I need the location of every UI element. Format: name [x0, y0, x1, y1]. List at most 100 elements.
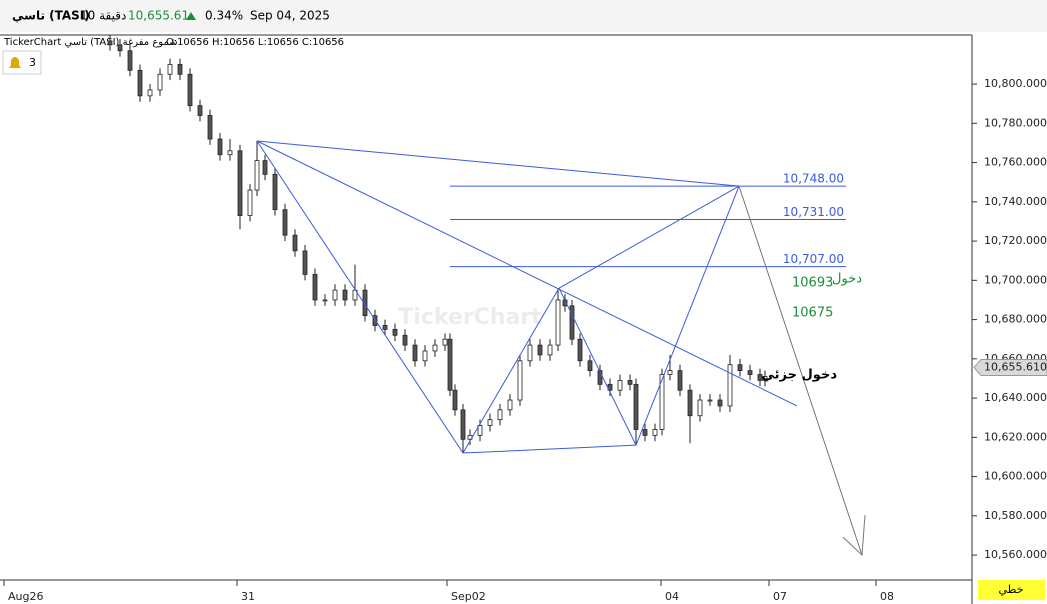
candle-body — [677, 370, 683, 391]
y-tick-label: 10,800.0000 — [984, 77, 1047, 90]
candle-body — [342, 289, 348, 301]
y-tick-label: 10,740.0000 — [984, 195, 1047, 208]
date: Sep 04, 2025 — [250, 9, 330, 23]
candle-body — [642, 429, 648, 436]
candle-body — [627, 380, 633, 385]
candle-body — [177, 64, 183, 75]
candle-body — [477, 425, 483, 436]
interval: 10 دقيقة — [80, 9, 126, 23]
candle-body — [737, 364, 743, 372]
style-box[interactable] — [978, 580, 1045, 600]
header-bar — [0, 0, 1047, 32]
candle-body — [422, 350, 428, 362]
y-tick-label: 10,700.0000 — [984, 273, 1047, 286]
candle-body — [659, 374, 665, 430]
candle-body — [687, 389, 693, 417]
x-tick-label: Sep02 — [451, 590, 486, 603]
candle-body — [237, 150, 243, 216]
candle-body — [302, 250, 308, 275]
change: 0.34% — [205, 9, 243, 23]
y-tick-label: 10,580.0000 — [984, 509, 1047, 522]
candle-body — [332, 289, 338, 301]
candle-body — [197, 105, 203, 116]
candle-body — [597, 370, 603, 385]
candle-body — [547, 344, 553, 356]
candle-body — [460, 409, 466, 440]
candle-body — [757, 374, 763, 381]
level-label: 10,707.00 — [783, 252, 844, 266]
candle-body — [667, 370, 673, 375]
watermark: TickerChart — [398, 305, 542, 330]
candle-body — [507, 399, 513, 411]
x-tick-label: 07 — [773, 590, 787, 603]
candle-body — [697, 399, 703, 417]
candle-body — [487, 419, 493, 426]
candle-body — [633, 383, 639, 430]
pattern-line — [558, 185, 740, 289]
projection-arrow — [842, 515, 866, 557]
candle-body — [717, 399, 723, 407]
candle-body — [217, 138, 223, 156]
candle-body — [497, 409, 503, 421]
pattern-line — [635, 185, 740, 446]
candle-body — [652, 429, 658, 436]
candle-body — [362, 289, 368, 317]
candle-body — [107, 40, 113, 46]
y-tick-label: 10,640.0000 — [984, 391, 1047, 404]
pattern-line — [558, 287, 637, 446]
candle-body — [117, 44, 123, 52]
alert-box[interactable] — [2, 50, 42, 75]
bell-icon — [9, 57, 21, 68]
pattern-line — [256, 140, 798, 407]
candle-body — [282, 209, 288, 236]
candle-body — [747, 370, 753, 375]
candle-body — [617, 380, 623, 391]
candle-body — [432, 344, 438, 352]
candle-body — [517, 360, 523, 401]
pattern-line — [256, 140, 464, 454]
candle-body — [452, 389, 458, 411]
candle-body — [442, 338, 448, 346]
annotation: 10693 — [792, 276, 833, 291]
last-price-box — [973, 358, 1047, 376]
candle-body — [137, 69, 143, 97]
y-tick-label: 10,780.0000 — [984, 116, 1047, 129]
candle-body — [322, 299, 328, 302]
annotation: دخول جزئي — [762, 368, 838, 383]
pattern-line — [462, 444, 637, 454]
candle-body — [587, 360, 593, 372]
candle-body — [167, 64, 173, 75]
candle-body — [569, 305, 575, 340]
ohlc-label: O:10656 H:10656 L:10656 C:10656 — [166, 37, 344, 48]
candle-body — [727, 364, 733, 407]
x-tick-label: 08 — [880, 590, 894, 603]
candle-body — [227, 150, 233, 156]
chart-style: خطي — [999, 583, 1024, 596]
candle-body — [555, 299, 561, 346]
price: 10,655.61 — [128, 9, 189, 23]
x-tick-label: 04 — [665, 590, 679, 603]
level-label: 10,748.00 — [783, 172, 844, 186]
candle-body — [207, 115, 213, 140]
candle-body — [254, 160, 260, 191]
pattern-line — [462, 287, 560, 454]
candle-body — [402, 334, 408, 346]
legend-name: TickerChart تاسي (TASI) شموع مفرغة — [3, 37, 178, 48]
symbol: تاسي (TASI) — [12, 9, 90, 23]
candle-body — [382, 325, 388, 330]
last-price-label: 10,655.6104 — [984, 360, 1047, 373]
candle-body — [762, 376, 768, 381]
candle-body — [527, 344, 533, 362]
candle-body — [577, 338, 583, 362]
candle-body — [262, 160, 268, 175]
y-tick-label: 10,600.0000 — [984, 470, 1047, 483]
candle-body — [392, 328, 398, 336]
y-tick-label: 10,760.0000 — [984, 156, 1047, 169]
candle-body — [707, 399, 713, 402]
level-label: 10,731.00 — [783, 205, 844, 219]
y-tick-label: 10,680.0000 — [984, 313, 1047, 326]
candle-body — [292, 234, 298, 252]
